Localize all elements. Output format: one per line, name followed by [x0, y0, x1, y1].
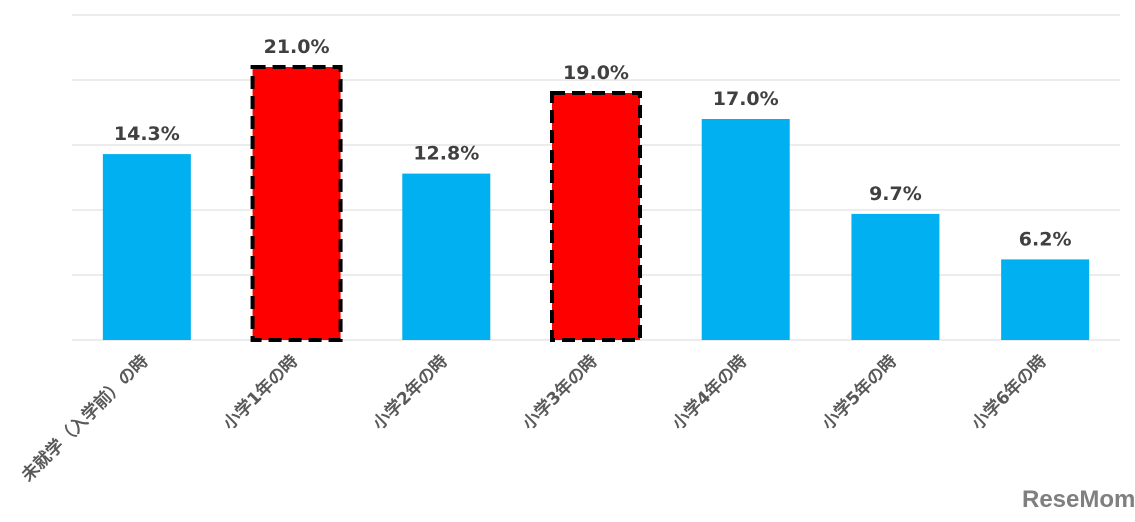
data-label: 9.7% — [869, 183, 922, 205]
category-label: 小学1年の時 — [219, 351, 302, 434]
bar — [851, 213, 940, 340]
category-label: 小学6年の時 — [967, 351, 1050, 434]
data-label: 19.0% — [563, 62, 629, 84]
category-label: 未就学（入学前）の時 — [17, 351, 153, 487]
resemom-logo: ReseMom — [1022, 486, 1135, 513]
data-label: 14.3% — [114, 123, 180, 145]
bar — [550, 91, 642, 342]
data-label: 12.8% — [413, 143, 479, 165]
category-label: 小学3年の時 — [518, 351, 601, 434]
data-label: 21.0% — [264, 36, 330, 58]
bar — [402, 173, 491, 340]
bar — [1001, 259, 1090, 340]
category-label: 小学2年の時 — [368, 351, 451, 434]
category-label: 小学4年の時 — [668, 351, 751, 434]
category-label: 小学5年の時 — [818, 351, 901, 434]
data-label: 17.0% — [713, 88, 779, 110]
bar — [102, 154, 191, 340]
bar — [701, 119, 790, 340]
bar — [250, 65, 343, 342]
data-label: 6.2% — [1019, 228, 1072, 250]
